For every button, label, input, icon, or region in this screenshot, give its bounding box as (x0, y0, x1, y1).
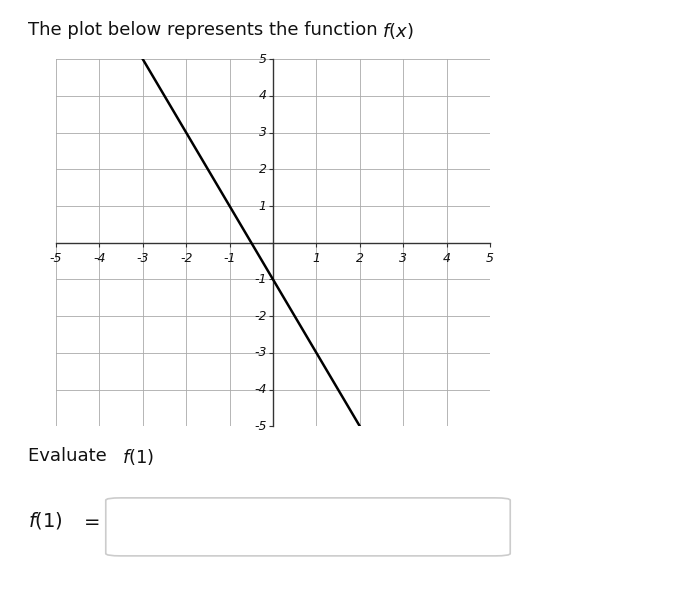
Text: 4: 4 (442, 252, 451, 265)
Text: $\mathit{f}(\mathit{1})$: $\mathit{f}(\mathit{1})$ (28, 510, 63, 532)
Text: -3: -3 (254, 346, 267, 359)
Text: -5: -5 (50, 252, 62, 265)
Text: -5: -5 (254, 420, 267, 433)
Text: 2: 2 (356, 252, 364, 265)
Text: -1: -1 (223, 252, 236, 265)
Text: -3: -3 (136, 252, 149, 265)
Text: $\mathit{f}(\mathit{1})$: $\mathit{f}(\mathit{1})$ (122, 447, 155, 467)
Text: -2: -2 (254, 310, 267, 323)
Text: 1: 1 (312, 252, 321, 265)
Text: Evaluate: Evaluate (28, 447, 113, 465)
Text: 5: 5 (486, 252, 494, 265)
Text: -4: -4 (254, 383, 267, 396)
Text: 4: 4 (258, 89, 267, 102)
Text: 3: 3 (399, 252, 407, 265)
Text: 2: 2 (258, 163, 267, 176)
FancyBboxPatch shape (106, 498, 510, 556)
Text: 1: 1 (258, 200, 267, 213)
Text: 5: 5 (258, 53, 267, 66)
Text: $\mathit{f}(\mathit{x})$: $\mathit{f}(\mathit{x})$ (382, 21, 413, 41)
Text: The plot below represents the function: The plot below represents the function (28, 21, 384, 38)
Text: $=$: $=$ (80, 511, 101, 530)
Text: -1: -1 (254, 273, 267, 286)
Text: -2: -2 (180, 252, 193, 265)
Text: -4: -4 (93, 252, 106, 265)
Text: 3: 3 (258, 126, 267, 139)
